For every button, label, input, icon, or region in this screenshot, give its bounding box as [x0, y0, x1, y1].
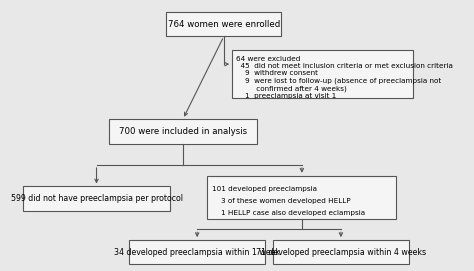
FancyBboxPatch shape: [273, 240, 409, 264]
Text: 64 were excluded: 64 were excluded: [236, 56, 301, 62]
FancyBboxPatch shape: [109, 120, 257, 144]
Text: 3 of these women developed HELLP: 3 of these women developed HELLP: [211, 198, 350, 204]
Text: confirmed after 4 weeks): confirmed after 4 weeks): [236, 85, 347, 92]
FancyBboxPatch shape: [208, 176, 396, 219]
Text: 599 did not have preeclampsia per protocol: 599 did not have preeclampsia per protoc…: [10, 194, 182, 203]
Text: 1 HELLP case also developed eclampsia: 1 HELLP case also developed eclampsia: [211, 210, 365, 216]
FancyBboxPatch shape: [23, 186, 171, 211]
Text: 71 developed preeclampsia within 4 weeks: 71 developed preeclampsia within 4 weeks: [256, 248, 426, 257]
Text: 9  withdrew consent: 9 withdrew consent: [236, 70, 318, 76]
FancyBboxPatch shape: [232, 50, 413, 98]
Text: 34 developed preeclampsia within 1 week: 34 developed preeclampsia within 1 week: [114, 248, 280, 257]
Text: 764 women were enrolled: 764 women were enrolled: [168, 20, 280, 29]
FancyBboxPatch shape: [129, 240, 265, 264]
Text: 700 were included in analysis: 700 were included in analysis: [118, 127, 247, 136]
Text: 45  did not meet inclusion criteria or met exclusion criteria: 45 did not meet inclusion criteria or me…: [236, 63, 453, 69]
Text: 9  were lost to follow-up (absence of preeclampsia not: 9 were lost to follow-up (absence of pre…: [236, 78, 441, 84]
Text: 1  preeclampsia at visit 1: 1 preeclampsia at visit 1: [236, 93, 337, 99]
Text: 101 developed preeclampsia: 101 developed preeclampsia: [211, 186, 317, 192]
FancyBboxPatch shape: [166, 12, 282, 36]
